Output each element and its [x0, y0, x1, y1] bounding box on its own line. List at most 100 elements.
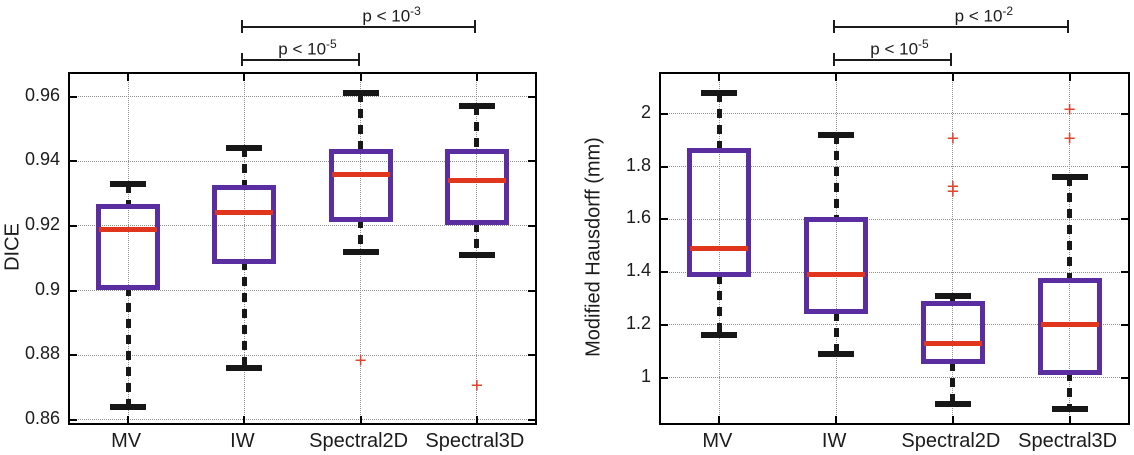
- lower-whisker-cap: [110, 403, 147, 410]
- significance-bracket-line: [834, 26, 1068, 28]
- x-tick-label: MV: [702, 430, 733, 452]
- h-gridline: [661, 218, 1128, 220]
- lower-whisker: [1067, 372, 1073, 410]
- x-axis-tick-top: [243, 74, 246, 81]
- outlier-marker: +: [946, 180, 960, 204]
- y-axis-tick-right: [1121, 271, 1128, 274]
- lower-whisker: [358, 219, 364, 252]
- upper-whisker-cap: [226, 145, 263, 152]
- h-gridline: [661, 166, 1128, 168]
- y-tick-label: 2: [640, 101, 651, 122]
- bracket-p-value-label: p < 10-5: [278, 37, 337, 59]
- y-axis-tick-right: [1121, 112, 1128, 115]
- x-axis-tick-bottom: [835, 416, 838, 423]
- bracket-end-tick: [357, 53, 360, 66]
- x-axis-tick-top: [951, 74, 954, 81]
- upper-whisker-cap: [1051, 174, 1088, 181]
- outlier-marker: +: [354, 349, 367, 373]
- lower-whisker-cap: [1051, 406, 1088, 413]
- plot-area: + + + + +: [659, 72, 1130, 425]
- h-gridline: [661, 113, 1128, 115]
- bracket-end-tick: [241, 53, 244, 66]
- significance-bracket-line: [834, 59, 951, 61]
- y-tick-label: 0.94: [24, 149, 60, 170]
- h-gridline: [70, 96, 535, 98]
- lower-whisker-cap: [934, 401, 971, 407]
- h-gridline: [70, 354, 535, 356]
- y-axis-tick-left: [661, 165, 668, 168]
- h-gridline: [70, 225, 535, 227]
- y-axis-tick-left: [661, 271, 668, 274]
- h-gridline: [661, 271, 1128, 273]
- x-axis-tick-top: [835, 74, 838, 81]
- y-tick-label: 1.2: [625, 312, 651, 333]
- y-tick-label: 1.8: [625, 154, 651, 175]
- iqr-box: [328, 149, 393, 222]
- h-gridline: [70, 419, 535, 421]
- dice-boxplot-panel: DICE + + 0.86 0.88 0.9 0.92 0.94 0.96 MV IW Spect…: [1, 4, 537, 452]
- y-axis-tick-left: [661, 218, 668, 221]
- x-axis-tick-top: [1068, 74, 1071, 81]
- upper-whisker: [950, 295, 956, 304]
- bracket-end-tick: [833, 20, 836, 33]
- lower-whisker-cap: [342, 248, 379, 255]
- x-axis-tick-bottom: [243, 416, 246, 423]
- y-axis-tick-left: [70, 160, 77, 163]
- x-axis-tick-bottom: [359, 416, 362, 423]
- y-axis-tick-right: [1121, 218, 1128, 221]
- y-axis-tick-left: [661, 323, 668, 326]
- y-tick-label: 0.92: [24, 213, 60, 234]
- v-gridline: [835, 74, 837, 423]
- lower-whisker-cap: [701, 332, 738, 339]
- bracket-end-tick: [949, 53, 952, 66]
- x-tick-label: IW: [230, 430, 255, 452]
- median-line: [1040, 322, 1099, 328]
- upper-whisker: [474, 106, 480, 152]
- x-tick-label: Spectral2D: [309, 430, 409, 452]
- significance-bracket-line: [242, 59, 359, 61]
- y-axis-title: Modified Hausdorff (mm): [582, 137, 605, 357]
- iqr-box: [804, 216, 869, 315]
- y-tick-label: 0.86: [24, 407, 60, 428]
- upper-whisker: [833, 134, 839, 220]
- lower-whisker: [716, 274, 722, 336]
- plot-area: + +: [68, 72, 537, 425]
- iqr-box: [687, 148, 752, 278]
- h-gridline: [70, 160, 535, 162]
- upper-whisker-cap: [701, 89, 738, 96]
- x-axis-tick-top: [127, 74, 130, 81]
- significance-bracket-line: [242, 26, 475, 28]
- bracket-p-value-label: p < 10-3: [362, 4, 421, 26]
- median-line: [690, 245, 749, 251]
- h-gridline: [661, 377, 1128, 379]
- upper-whisker-cap: [342, 90, 379, 97]
- median-line: [807, 272, 866, 278]
- y-axis-tick-right: [528, 354, 535, 357]
- y-axis-title: DICE: [1, 223, 24, 271]
- lower-whisker: [474, 222, 480, 255]
- x-axis-tick-top: [718, 74, 721, 81]
- iqr-box: [96, 203, 161, 290]
- lower-whisker: [833, 311, 839, 354]
- median-line: [331, 171, 390, 177]
- upper-whisker-cap: [818, 131, 855, 138]
- median-line: [447, 178, 506, 184]
- y-tick-label: 1.4: [625, 260, 651, 281]
- lower-whisker: [950, 361, 956, 404]
- v-gridline: [952, 74, 954, 423]
- x-tick-label: MV: [111, 430, 142, 452]
- y-axis-tick-right: [528, 289, 535, 292]
- y-axis-tick-left: [70, 289, 77, 292]
- bracket-end-tick: [1066, 20, 1069, 33]
- x-axis-tick-bottom: [1068, 416, 1071, 423]
- median-line: [99, 226, 158, 232]
- y-axis-tick-right: [528, 224, 535, 227]
- bracket-end-tick: [833, 53, 836, 66]
- x-tick-label: Spectral3D: [425, 430, 525, 452]
- lower-whisker: [125, 287, 131, 407]
- y-axis-tick-right: [1121, 165, 1128, 168]
- upper-whisker-cap: [934, 292, 971, 299]
- x-tick-label: IW: [821, 430, 847, 452]
- lower-whisker: [241, 261, 247, 369]
